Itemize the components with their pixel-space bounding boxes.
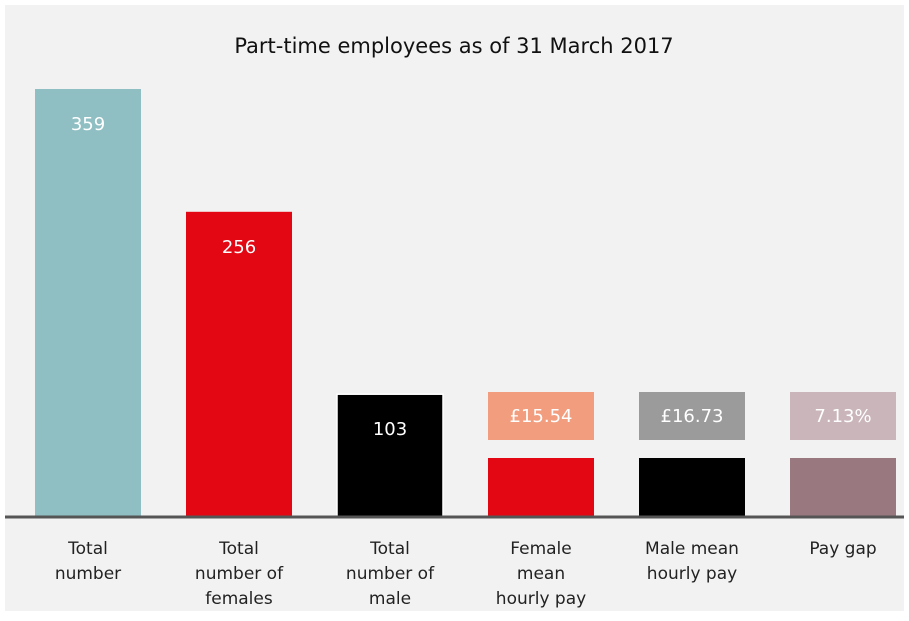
value-label: 103 <box>373 419 407 440</box>
chart-title: Part-time employees as of 31 March 2017 <box>234 34 673 58</box>
x-tick-label: Total number of male <box>345 539 435 609</box>
value-label: 7.13% <box>814 406 871 427</box>
bar <box>186 211 292 517</box>
value-box <box>790 392 896 440</box>
bar-decoration <box>790 458 896 517</box>
value-label: 359 <box>71 114 105 135</box>
x-tick-label: Male mean hourly pay <box>645 539 739 584</box>
value-label: £15.54 <box>510 406 573 427</box>
bar <box>35 89 141 517</box>
bar-decoration <box>639 458 745 517</box>
panel <box>5 5 904 611</box>
x-tick-label: Total number <box>54 539 122 584</box>
value-box <box>639 392 745 440</box>
x-tick-label: Total number of females <box>194 539 284 609</box>
value-label: 256 <box>222 237 256 258</box>
x-tick-label: Female mean hourly pay <box>495 539 587 609</box>
bar <box>336 393 444 518</box>
value-box <box>488 392 594 440</box>
value-label: £16.73 <box>661 406 724 427</box>
bar-decoration <box>488 458 594 517</box>
x-tick-label: Pay gap <box>809 539 877 559</box>
